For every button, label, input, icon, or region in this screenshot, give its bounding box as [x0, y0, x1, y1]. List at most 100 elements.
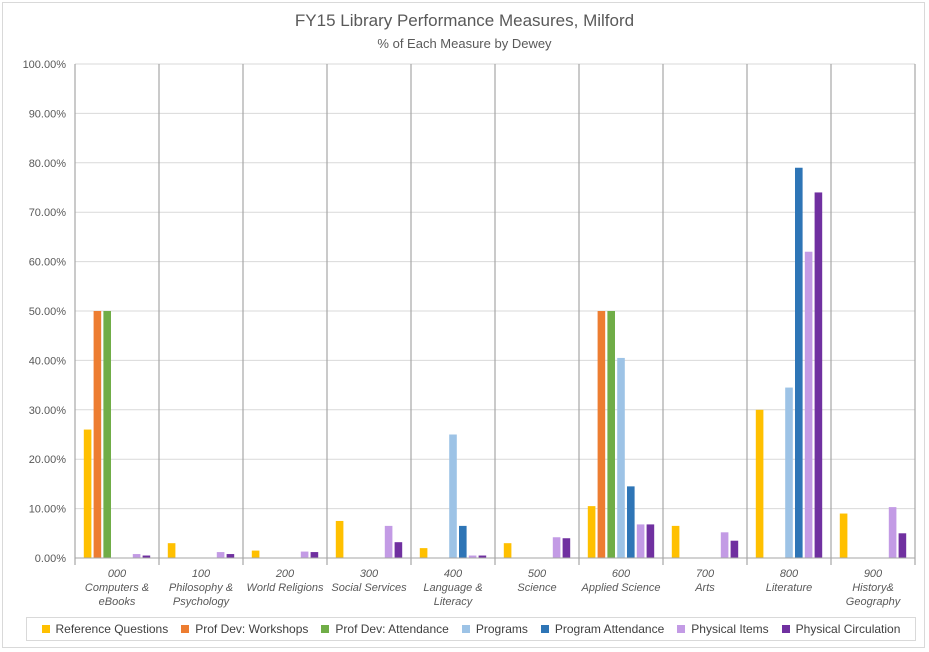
y-tick-label: 50.00%: [29, 306, 67, 318]
legend-label: Physical Circulation: [795, 622, 901, 636]
legend-swatch: [540, 625, 549, 633]
legend-label: Physical Items: [691, 622, 769, 636]
category-label: Geography: [846, 596, 902, 608]
category-label: 700: [696, 568, 715, 580]
y-tick-label: 90.00%: [29, 108, 67, 120]
category-label: Literature: [766, 582, 812, 594]
legend-item: Program Attendance: [540, 622, 665, 636]
bar: [720, 532, 729, 558]
category-label: Applied Science: [581, 582, 661, 594]
bar: [335, 520, 344, 558]
bar: [671, 525, 680, 558]
category-label: 100: [192, 568, 211, 580]
bar: [468, 555, 477, 558]
y-tick-label: 60.00%: [29, 257, 67, 269]
legend: Reference Questions Prof Dev: Workshops Pr…: [26, 617, 916, 641]
category-label: Social Services: [331, 582, 407, 594]
chart-subtitle: % of Each Measure by Dewey: [377, 36, 552, 51]
bar: [449, 434, 457, 558]
y-tick-label: 70.00%: [29, 207, 67, 219]
bar: [459, 525, 467, 558]
category-label: Psychology: [173, 596, 231, 608]
legend-item: Physical Items: [677, 622, 769, 636]
bar: [216, 552, 225, 558]
category-label: Science: [517, 582, 556, 594]
bar: [562, 538, 571, 558]
y-tick-label: 100.00%: [23, 59, 67, 71]
bar: [132, 554, 141, 558]
category-label: Philosophy &: [169, 582, 233, 594]
legend-swatch: [41, 625, 50, 633]
bar: [755, 409, 764, 558]
bar: [888, 507, 897, 558]
bar: [617, 357, 625, 558]
legend-swatch: [461, 625, 470, 633]
category-label: World Religions: [246, 582, 324, 594]
bar: [83, 429, 92, 558]
y-tick-label: 20.00%: [29, 454, 67, 466]
category-separators: [74, 64, 916, 565]
bar: [503, 543, 512, 558]
category-label: 800: [780, 568, 799, 580]
bar: [814, 192, 823, 558]
bar: [587, 506, 596, 558]
y-tick-label: 30.00%: [29, 405, 67, 417]
bar: [167, 543, 176, 558]
category-label: Literacy: [434, 596, 474, 608]
bar: [730, 540, 739, 558]
category-label: 500: [528, 568, 547, 580]
legend-item: Reference Questions: [41, 622, 169, 636]
bar: [384, 525, 393, 558]
category-label: Arts: [694, 582, 715, 594]
legend-swatch: [781, 625, 790, 633]
y-tick-label: 80.00%: [29, 158, 67, 170]
category-label: 900: [864, 568, 883, 580]
bar: [646, 524, 655, 558]
legend-item: Physical Circulation: [781, 622, 901, 636]
legend-label: Programs: [475, 622, 528, 636]
bar: [785, 387, 793, 558]
category-label: History&: [852, 582, 894, 594]
legend-swatch: [321, 625, 330, 633]
y-tick-label: 40.00%: [29, 355, 67, 367]
legend-item: Prof Dev: Attendance: [321, 622, 449, 636]
bar: [898, 533, 907, 558]
legend-swatch: [677, 625, 686, 633]
category-label: 200: [275, 568, 295, 580]
legend-item: Prof Dev: Workshops: [181, 622, 308, 636]
bar: [839, 513, 848, 558]
bar: [627, 486, 635, 558]
category-label: 000: [108, 568, 127, 580]
category-label: eBooks: [99, 596, 136, 608]
bars: [83, 167, 907, 559]
legend-label: Prof Dev: Workshops: [195, 622, 309, 636]
legend-label: Reference Questions: [55, 622, 169, 636]
category-label: Computers &: [85, 582, 149, 594]
bar: [804, 251, 813, 558]
bar: [552, 537, 561, 558]
bar: [251, 550, 260, 558]
legend-item: Programs: [461, 622, 528, 636]
bar: [795, 167, 803, 559]
bar: [310, 552, 319, 558]
chart-title: FY15 Library Performance Measures, Milfo…: [294, 11, 635, 30]
bar: [103, 311, 111, 558]
bar: [93, 311, 102, 558]
bar: [636, 524, 645, 558]
bar: [607, 311, 615, 558]
bar: [419, 548, 428, 558]
bar: [142, 555, 151, 558]
bar: [226, 554, 235, 558]
legend-swatch: [181, 625, 190, 633]
x-axis-categories: 000 Computers & eBooks 100 Philosophy & Psych…: [85, 568, 902, 608]
legend-label: Prof Dev: Attendance: [335, 622, 449, 636]
bar: [597, 311, 606, 558]
bar: [394, 542, 403, 558]
bar: [478, 555, 487, 558]
category-label: 400: [444, 568, 463, 580]
legend-label: Program Attendance: [554, 622, 665, 636]
category-label: 300: [360, 568, 379, 580]
y-tick-label: 10.00%: [29, 504, 67, 516]
